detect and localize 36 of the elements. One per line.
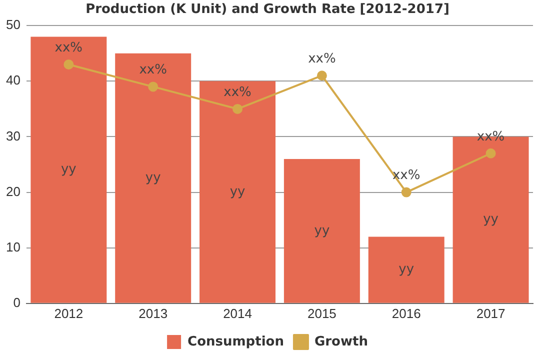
data-label: xx%: [224, 84, 252, 100]
data-label: xx%: [308, 51, 336, 66]
legend-label: Consumption: [188, 334, 284, 350]
y-tick-label: 0: [13, 294, 20, 310]
x-tick-label: 2013: [138, 306, 168, 321]
bar: [368, 236, 444, 303]
y-tick-label: 30: [6, 128, 20, 144]
data-label: yy: [230, 184, 246, 200]
bar: [200, 81, 276, 303]
y-tick-label: 50: [6, 17, 20, 32]
data-label: yy: [483, 212, 499, 228]
y-tick-label: 10: [6, 239, 20, 254]
x-tick-label: 2015: [307, 306, 336, 321]
y-tick-label: 20: [6, 184, 20, 199]
data-label: yy: [60, 162, 77, 178]
bar: [30, 36, 107, 303]
data-label: xx%: [139, 62, 167, 78]
data-label: yy: [145, 170, 162, 186]
chart-title: Production (K Unit) and Growth Rate [2012-2017]: [86, 2, 450, 18]
x-tick-label: 2012: [54, 306, 84, 321]
legend-label: Growth: [314, 334, 368, 350]
data-label: xx%: [54, 40, 83, 56]
point: [401, 187, 412, 198]
x-tick-label: 2017: [476, 306, 506, 321]
data-label: yy: [314, 223, 330, 238]
bar: [284, 158, 360, 303]
data-label: yy: [398, 262, 414, 278]
point: [64, 59, 74, 70]
bar: [115, 53, 192, 303]
point: [316, 70, 327, 81]
point: [486, 148, 496, 158]
x-tick-label: 2014: [223, 306, 252, 321]
x-tick-label: 2016: [392, 306, 421, 321]
point: [232, 104, 243, 114]
y-tick-label: 40: [6, 72, 20, 88]
point: [148, 82, 158, 92]
